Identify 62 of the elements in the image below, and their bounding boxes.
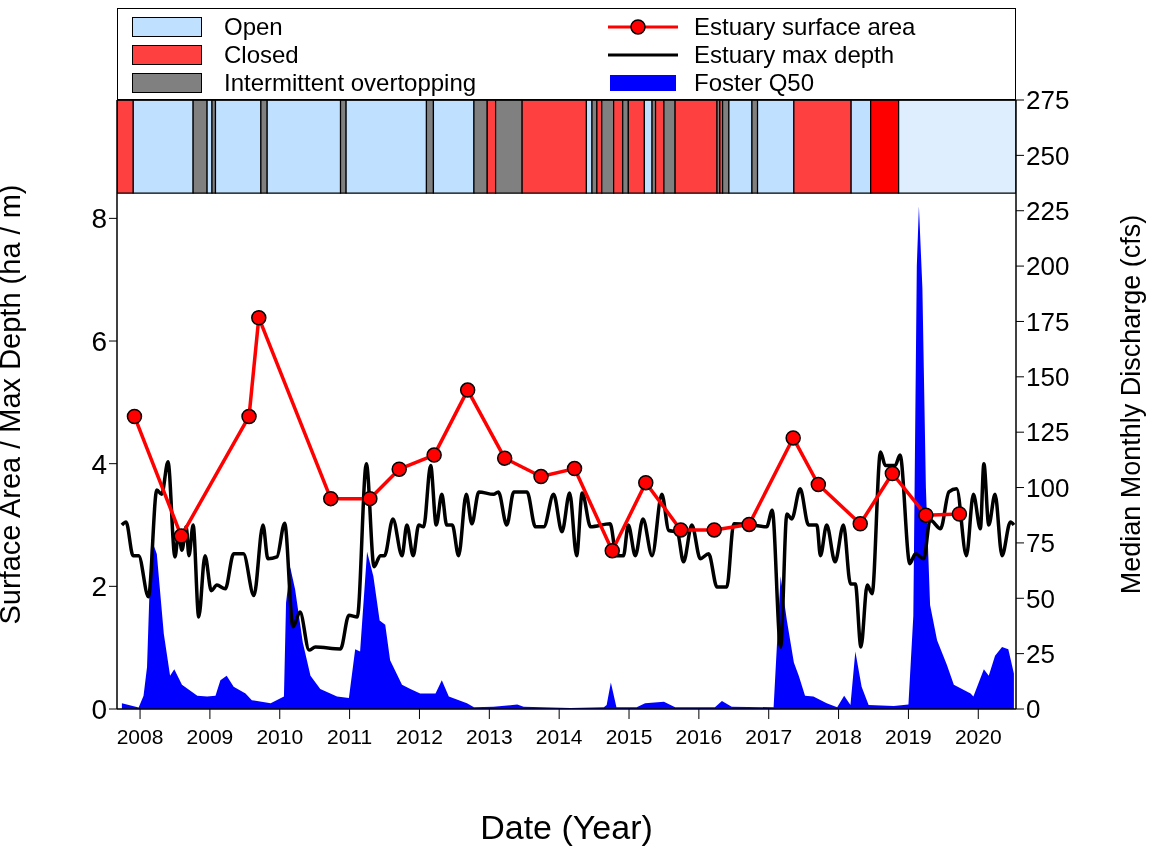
point <box>884 465 901 482</box>
x-tick-label: 2017 <box>745 724 793 748</box>
point <box>566 460 583 477</box>
x-tick-label: 2011 <box>327 724 373 748</box>
point <box>672 522 689 538</box>
point <box>533 468 549 485</box>
point <box>810 476 827 493</box>
y2-tick-label: 250 <box>1026 140 1070 171</box>
y2-tick-label: 25 <box>1026 638 1055 669</box>
x-axis-title: Date (Year) <box>480 808 653 846</box>
legend-label: Estuary max depth <box>694 41 895 69</box>
point <box>126 408 143 425</box>
x-tick-label: 2014 <box>535 724 583 748</box>
x-tick-label: 2019 <box>885 724 932 748</box>
x-tick-label: 2016 <box>675 724 723 748</box>
point <box>323 490 339 507</box>
y2-tick-label: 125 <box>1026 417 1070 448</box>
legend-label: Foster Q50 <box>694 69 815 97</box>
y-tick-label: 6 <box>91 325 107 357</box>
y2-axis-title: Median Monthly Discharge (cfs) <box>1115 214 1146 595</box>
legend-label: Closed <box>224 41 299 69</box>
y-tick-label: 2 <box>91 571 107 603</box>
x-tick-label: 2012 <box>396 724 443 748</box>
point <box>496 450 513 466</box>
point <box>426 447 442 463</box>
y2-tick-label: 200 <box>1026 251 1070 282</box>
y2-tick-label: 75 <box>1026 528 1055 559</box>
point <box>638 474 654 491</box>
y-tick-label: 4 <box>91 448 107 480</box>
y2-tick-label: 275 <box>1026 85 1070 116</box>
y-axis-title: Surface Area / Max Depth (ha / m) <box>0 184 27 625</box>
point <box>241 408 257 425</box>
y2-tick-label: 0 <box>1026 694 1041 725</box>
point <box>706 522 722 538</box>
legend-label: Estuary surface area <box>694 13 916 41</box>
point <box>918 507 934 523</box>
point <box>251 309 267 326</box>
y-tick-label: 0 <box>91 693 107 725</box>
y2-tick-label: 100 <box>1026 472 1070 503</box>
point <box>785 430 801 446</box>
x-tick-label: 2010 <box>256 724 304 748</box>
x-tick-label: 2018 <box>815 724 862 748</box>
y2-tick-label: 225 <box>1026 195 1070 226</box>
x-tick-label: 2020 <box>954 724 1002 748</box>
point <box>741 516 757 533</box>
point <box>362 490 378 507</box>
y2-tick-label: 175 <box>1026 306 1070 337</box>
x-tick-label: 2008 <box>116 724 164 748</box>
point <box>391 461 407 477</box>
y2-tick-label: 50 <box>1026 583 1055 614</box>
x-tick-label: 2009 <box>186 724 234 748</box>
x-tick-label: 2015 <box>605 724 653 748</box>
y2-tick-label: 150 <box>1026 362 1070 393</box>
x-tick-label: 2013 <box>465 724 513 748</box>
legend-label: Open <box>224 13 283 41</box>
y-tick-label: 8 <box>91 203 107 235</box>
point <box>459 382 476 398</box>
point <box>173 528 190 544</box>
point <box>852 516 868 532</box>
point <box>604 543 620 559</box>
band-label: Intermittent overtopping <box>224 69 477 97</box>
point <box>951 506 968 522</box>
